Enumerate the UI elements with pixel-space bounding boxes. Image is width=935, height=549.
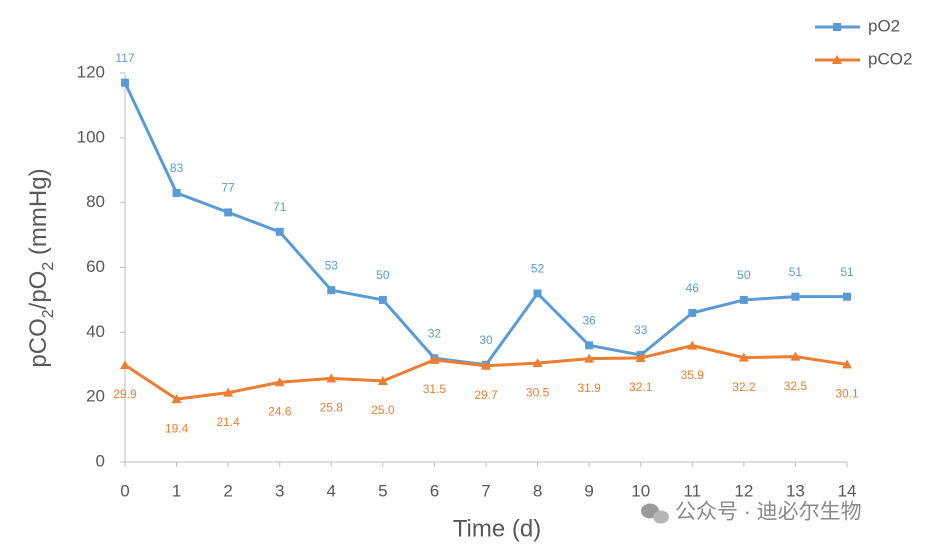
marker <box>377 375 388 385</box>
x-tick-label: 2 <box>223 481 232 500</box>
data-label: 117 <box>115 51 134 65</box>
data-label: 32.1 <box>629 380 653 394</box>
data-label: 35.9 <box>681 368 705 382</box>
marker <box>121 78 129 87</box>
marker <box>635 352 646 362</box>
marker <box>533 289 542 298</box>
data-label: 29.9 <box>113 387 137 401</box>
marker <box>790 351 801 361</box>
data-label: 31.9 <box>577 381 601 395</box>
data-label: 33 <box>634 323 648 337</box>
x-tick-label: 9 <box>584 481 593 500</box>
marker <box>326 373 337 383</box>
marker <box>327 286 336 295</box>
marker <box>738 352 749 362</box>
data-label: 32.5 <box>784 379 808 393</box>
data-label: 36 <box>582 313 596 327</box>
y-tick-label: 40 <box>86 322 105 341</box>
x-tick-label: 13 <box>786 481 805 500</box>
legend-marker <box>833 23 841 31</box>
x-tick-label: 14 <box>838 481 857 500</box>
marker <box>688 308 697 317</box>
legend-label: pO2 <box>868 16 900 35</box>
marker <box>842 359 852 369</box>
legend-label: pCO2 <box>868 49 912 68</box>
data-label: 51 <box>840 265 854 279</box>
data-label: 50 <box>376 268 390 282</box>
y-axis-title: pCO2/pO2 (mmHg) <box>25 168 56 367</box>
marker <box>791 292 800 301</box>
marker <box>481 360 491 370</box>
data-label: 77 <box>221 181 235 195</box>
x-tick-label: 1 <box>172 481 181 500</box>
data-label: 24.6 <box>268 404 292 418</box>
x-tick-label: 12 <box>734 481 753 500</box>
data-label: 53 <box>325 258 339 272</box>
marker <box>274 377 285 387</box>
x-tick-label: 8 <box>533 481 542 500</box>
marker <box>585 341 594 350</box>
x-tick-label: 6 <box>430 481 439 500</box>
y-tick-label: 0 <box>96 451 105 470</box>
line <box>123 82 847 367</box>
legend-marker <box>832 55 842 64</box>
x-tick-label: 7 <box>481 481 490 500</box>
marker <box>584 353 595 363</box>
marker <box>224 208 233 217</box>
y-tick-label: 80 <box>86 192 105 211</box>
marker <box>429 354 440 364</box>
marker <box>739 295 748 304</box>
data-label: 32.2 <box>732 380 756 394</box>
y-tick-label: 20 <box>86 387 105 406</box>
data-label: 30.5 <box>526 385 550 399</box>
x-tick-label: 5 <box>378 481 387 500</box>
x-tick-label: 11 <box>683 481 701 500</box>
data-label: 51 <box>789 265 803 279</box>
data-label: 46 <box>686 281 700 295</box>
y-tick-label: 60 <box>86 257 105 276</box>
data-label: 25.8 <box>320 401 344 415</box>
x-tick-label: 4 <box>327 481 336 500</box>
data-label: 83 <box>170 161 184 175</box>
data-label: 50 <box>737 268 751 282</box>
data-label: 32 <box>428 326 442 340</box>
x-axis-title: Time (d) <box>453 515 541 542</box>
marker <box>223 387 234 397</box>
marker <box>275 227 284 236</box>
x-tick-label: 10 <box>631 481 650 500</box>
data-label: 30 <box>479 333 493 347</box>
y-tick-label: 100 <box>77 127 105 146</box>
data-label: 25.0 <box>371 403 395 417</box>
watermark-icon <box>641 503 669 524</box>
watermark: 公众号 · 迪必尔生物 <box>675 501 862 524</box>
marker <box>120 360 130 370</box>
data-label: 29.7 <box>474 388 498 402</box>
data-label: 30.1 <box>835 387 859 401</box>
data-label: 21.4 <box>216 415 240 429</box>
marker <box>172 188 181 197</box>
marker <box>687 340 698 350</box>
data-label: 52 <box>531 262 545 276</box>
x-tick-label: 0 <box>120 481 129 500</box>
data-label: 71 <box>273 200 287 214</box>
data-label: 19.4 <box>165 421 189 435</box>
x-tick-label: 3 <box>275 481 284 500</box>
marker <box>378 295 387 304</box>
marker <box>171 394 182 404</box>
marker <box>532 358 543 368</box>
data-label: 31.5 <box>423 382 447 396</box>
y-tick-label: 120 <box>77 62 105 81</box>
marker <box>843 292 851 301</box>
